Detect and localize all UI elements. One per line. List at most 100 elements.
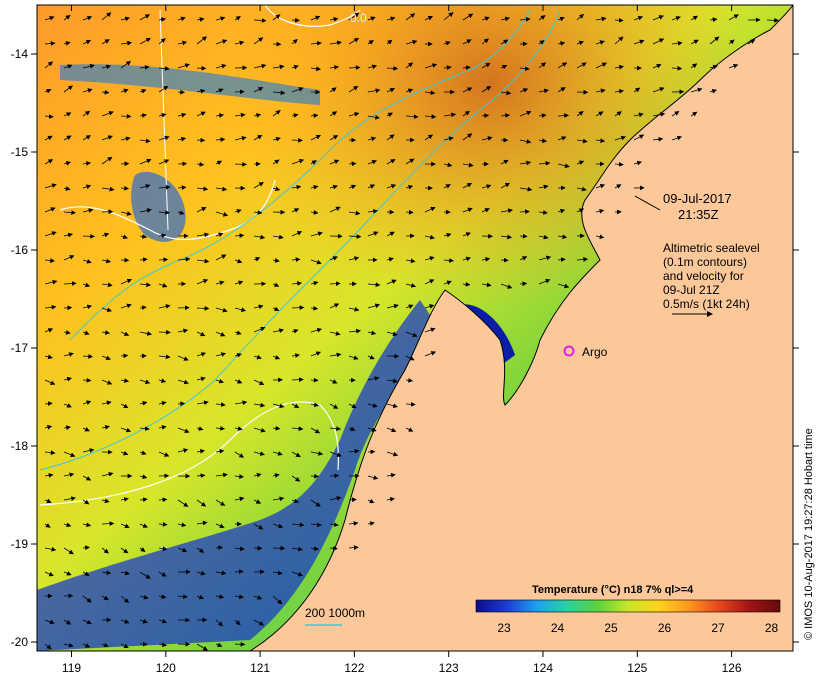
- velocity-arrow: [44, 328, 54, 333]
- velocity-arrow: [215, 160, 223, 166]
- velocity-arrow: [120, 595, 130, 604]
- velocity-arrow: [272, 64, 285, 70]
- velocity-arrow: [82, 448, 95, 453]
- velocity-arrow: [500, 159, 509, 165]
- velocity-arrow: [177, 448, 189, 453]
- velocity-arrow: [367, 282, 381, 288]
- velocity-arrow: [348, 521, 359, 526]
- velocity-arrow: [671, 40, 683, 46]
- velocity-arrow: [367, 427, 377, 432]
- velocity-arrow: [44, 450, 56, 455]
- velocity-arrow: [101, 282, 113, 288]
- velocity-arrow: [329, 16, 339, 22]
- velocity-arrow: [253, 595, 263, 600]
- velocity-arrow: [310, 184, 319, 190]
- velocity-arrow: [158, 642, 167, 648]
- velocity-arrow: [158, 329, 171, 335]
- velocity-arrow: [443, 280, 452, 286]
- velocity-arrow: [101, 424, 110, 430]
- velocity-arrow: [405, 62, 414, 69]
- velocity-arrow: [177, 401, 186, 407]
- velocity-arrow: [215, 186, 228, 192]
- velocity-arrow: [215, 211, 229, 217]
- velocity-arrow: [652, 38, 665, 45]
- x-tick-label: 123: [439, 661, 459, 675]
- velocity-arrow: [158, 257, 169, 263]
- velocity-arrow: [348, 65, 361, 71]
- velocity-arrow: [139, 331, 152, 336]
- velocity-arrow: [538, 160, 551, 166]
- velocity-arrow: [272, 473, 280, 478]
- velocity-arrow: [690, 39, 699, 45]
- velocity-arrow: [386, 39, 393, 45]
- velocity-arrow: [405, 331, 418, 338]
- velocity-arrow: [310, 40, 322, 46]
- velocity-arrow: [462, 87, 473, 93]
- velocity-arrow: [329, 545, 338, 551]
- velocity-arrow: [234, 619, 241, 626]
- velocity-arrow: [177, 499, 189, 507]
- velocity-arrow: [139, 37, 151, 45]
- velocity-arrow: [101, 498, 110, 504]
- velocity-arrow: [405, 13, 416, 21]
- velocity-arrow: [329, 40, 342, 46]
- velocity-arrow: [614, 135, 627, 141]
- velocity-arrow: [386, 112, 393, 118]
- velocity-arrow: [310, 305, 319, 311]
- velocity-arrow: [405, 283, 417, 288]
- velocity-arrow: [348, 256, 360, 261]
- velocity-arrow: [614, 111, 622, 117]
- velocity-arrow: [310, 546, 319, 551]
- velocity-arrow: [690, 87, 703, 93]
- velocity-arrow: [709, 36, 720, 45]
- velocity-arrow: [614, 184, 622, 189]
- velocity-arrow: [443, 258, 454, 263]
- velocity-arrow: [291, 426, 304, 432]
- velocity-arrow: [82, 522, 92, 528]
- velocity-arrow: [728, 63, 739, 69]
- velocity-arrow: [576, 111, 584, 117]
- velocity-arrow: [595, 234, 605, 240]
- velocity-arrow: [215, 472, 228, 478]
- velocity-arrow: [272, 159, 280, 165]
- velocity-arrow: [234, 307, 247, 313]
- velocity-arrow: [82, 161, 92, 166]
- velocity-arrow: [272, 595, 283, 605]
- velocity-arrow: [158, 233, 167, 238]
- velocity-arrow: [291, 377, 304, 383]
- velocity-arrow: [291, 498, 300, 504]
- velocity-arrow: [82, 208, 94, 213]
- cool-blue-patch-west: [131, 171, 186, 242]
- velocity-arrow: [386, 451, 399, 457]
- velocity-arrow: [576, 186, 587, 192]
- velocity-arrow: [462, 256, 471, 262]
- velocity-arrow: [652, 136, 664, 142]
- velocity-arrow: [253, 134, 263, 141]
- velocity-arrow: [215, 499, 226, 506]
- velocity-arrow: [253, 472, 262, 478]
- velocity-arrow: [63, 376, 72, 382]
- velocity-arrow: [329, 522, 339, 528]
- velocity-arrow: [595, 40, 605, 45]
- velocity-arrow: [405, 114, 419, 119]
- velocity-arrow: [158, 38, 166, 45]
- velocity-arrow: [595, 111, 604, 117]
- velocity-arrow: [386, 427, 397, 433]
- velocity-arrow: [443, 112, 457, 118]
- velocity-arrow: [196, 65, 207, 71]
- velocity-arrow: [386, 88, 396, 93]
- velocity-arrow: [44, 159, 54, 165]
- velocity-arrow: [633, 134, 645, 141]
- velocity-arrow: [120, 185, 129, 191]
- velocity-arrow: [291, 137, 303, 143]
- velocity-arrow: [272, 425, 281, 431]
- velocity-arrow: [329, 64, 340, 70]
- velocity-arrow: [101, 379, 113, 385]
- velocity-arrow: [177, 594, 188, 599]
- velocity-arrow: [44, 425, 53, 430]
- velocity-arrow: [82, 135, 91, 141]
- velocity-arrow: [196, 376, 206, 382]
- velocity-arrow: [386, 496, 395, 502]
- velocity-arrow: [652, 63, 662, 69]
- velocity-arrow: [728, 14, 739, 21]
